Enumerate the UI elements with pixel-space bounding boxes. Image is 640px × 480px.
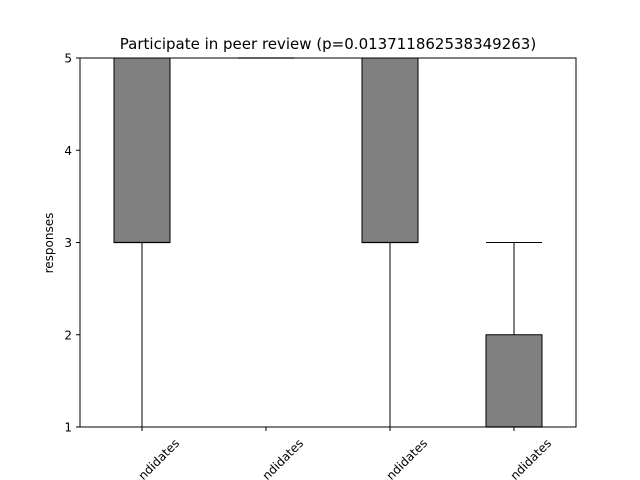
x-tick-label: ...ndidates <box>251 436 306 480</box>
y-axis-label: responses <box>42 213 56 274</box>
x-tick-label: ...ndidates <box>375 436 430 480</box>
y-tick-label: 2 <box>64 328 72 342</box>
box-body <box>361 57 419 243</box>
box-1 <box>113 57 171 428</box>
box-body <box>113 57 171 243</box>
box-4 <box>485 242 543 428</box>
box-body <box>485 334 543 428</box>
plot-area <box>113 57 543 428</box>
y-tick-label: 3 <box>64 236 72 250</box>
chart-title: Participate in peer review (p=0.01371186… <box>120 35 536 53</box>
x-tick-label: ...ndidates <box>127 436 182 480</box>
box-3 <box>361 57 419 428</box>
y-tick-label: 1 <box>64 421 72 435</box>
y-tick-label: 5 <box>64 52 72 66</box>
y-tick-label: 4 <box>64 144 72 158</box>
x-tick-label: ...ndidates <box>499 436 554 480</box>
